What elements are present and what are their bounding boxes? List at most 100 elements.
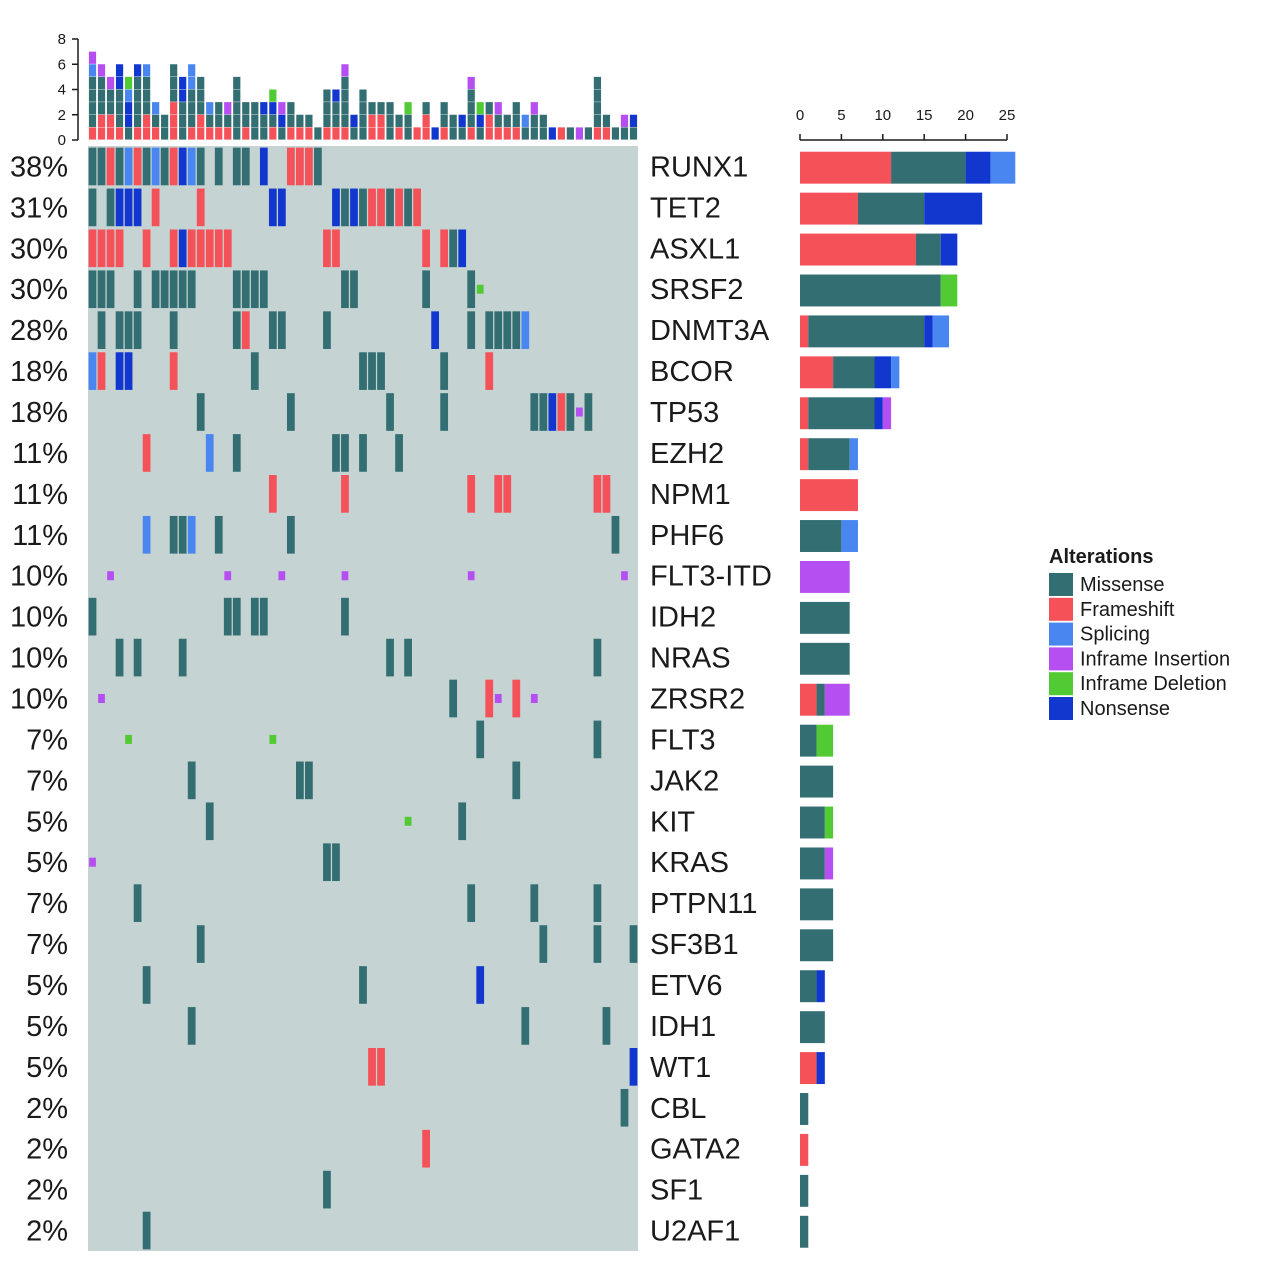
gene-bar-dnmt3a-frameshift [800,315,809,348]
mutation-cell-srsf2-missense [467,270,476,309]
sample-bar-segment-frameshift [287,127,295,140]
mutation-cell-npm1-frameshift [503,475,512,513]
mutation-cell-runx1-missense [196,147,205,186]
gene-bar-zrsr2-missense [816,683,825,716]
sample-bar-segment-nonsense [278,114,286,127]
mutation-cell-idh1-missense [521,1007,530,1045]
sample-bar-segment-frameshift [422,114,430,127]
mutation-cell-idh2-missense [259,597,268,636]
sample-bar-segment-splicing [521,114,529,127]
mutation-cell-srsf2-missense [422,270,430,309]
mutation-cell-tet2-missense [386,188,394,227]
legend-label-frameshift: Frameshift [1080,599,1175,621]
sample-bar-segment-missense [602,114,611,127]
mutation-cell-sf1-missense [323,1170,331,1209]
mutation-cell-etv6-missense [142,966,151,1004]
gene-bar-kit-inframe-deletion [824,806,834,839]
percentage-label-zrsr2: 10% [10,684,68,716]
mutation-cell-asxl1-frameshift [196,229,205,268]
mutation-cell-asxl1-frameshift [214,229,223,268]
sample-bar-segment-missense [359,114,367,127]
sample-bar-segment-missense [233,114,241,127]
mutation-cell-tp53-frameshift [557,393,566,431]
sample-bar-segment-missense [584,127,593,140]
sample-bar-segment-inframe-insertion [106,76,115,90]
percentage-label-u2af1: 2% [26,1216,68,1248]
sample-bar-segment-frameshift [269,127,277,140]
gene-bar-tp53-nonsense [874,397,883,430]
mutation-cell-bcor-missense [368,352,376,390]
mutation-cell-dnmt3a-splicing [521,311,530,349]
gene-bar-idh1-missense [800,1011,825,1044]
mutation-cell-phf6-missense [611,515,620,554]
mutation-cell-bcor-missense [359,352,367,390]
mutation-cell-srsf2-inframe-deletion [476,284,484,294]
sample-bar-segment-nonsense [133,64,142,77]
sample-bar-segment-frameshift [88,127,97,140]
mutation-cell-srsf2-missense [106,270,115,309]
gene-bar-jak2-missense [800,765,834,798]
sample-bar-segment-missense [620,127,629,140]
mutation-cell-srsf2-missense [160,270,169,309]
sample-axis-tick-label: 8 [58,31,66,48]
sample-bar-segment-missense [404,127,412,140]
mutation-cell-tet2-frameshift [151,188,160,227]
percentage-label-idh1: 5% [26,1011,68,1043]
sample-bar-segment-splicing [188,76,196,90]
legend-swatch-nonsense [1049,697,1073,720]
mutation-cell-tet2-missense [106,188,115,227]
sample-bar-segment-frameshift [395,127,403,140]
mutation-cell-phf6-splicing [187,515,196,554]
mutation-cell-srsf2-missense [187,270,196,309]
mutation-cell-flt3-missense [476,720,485,759]
sample-count-axis: 0 2 4 6 8 [58,31,79,149]
percentage-label-gata2: 2% [26,1134,68,1166]
sample-bar-segment-missense [467,102,475,115]
sample-bar-segment-splicing [188,64,196,77]
sample-count-bars [88,51,638,140]
sample-bar-segment-frameshift [341,127,349,140]
mutation-cell-npm1-frameshift [602,475,611,513]
mutation-cell-tet2-missense [88,188,97,227]
sample-bar-segment-missense [512,102,520,115]
sample-bar-segment-missense [512,114,520,127]
sample-bar-segment-splicing [152,102,160,115]
sample-bar-segment-missense [88,76,97,90]
sample-bar-segment-nonsense [332,89,340,102]
sample-bar-segment-inframe-insertion [620,114,629,127]
sample-bar-segment-frameshift [503,127,511,140]
sample-bar-segment-missense [278,127,286,140]
gene-label-jak2: JAK2 [650,765,719,797]
mutation-cell-idh2-missense [232,597,241,636]
gene-bar-kras-inframe-insertion [824,847,834,880]
sample-axis-tick-label: 2 [58,107,66,124]
mutation-cell-asxl1-missense [449,229,458,268]
gene-bar-flt3-inframe-deletion [816,724,834,757]
mutation-cell-ezh2-missense [341,434,349,472]
mutation-cell-tet2-missense [404,188,412,227]
mutation-cell-bcor-frameshift [485,352,494,390]
sample-bar-segment-missense [215,114,223,127]
gene-axis-tick-label: 5 [837,107,845,124]
sample-bar-segment-missense [341,89,349,102]
gene-bar-idh2-missense [800,601,850,634]
gene-label-gata2: GATA2 [650,1134,741,1166]
sample-bar-segment-missense [323,102,331,115]
sample-bar-segment-inframe-insertion [494,102,502,115]
gene-bar-nras-missense [800,642,850,675]
mutation-cell-runx1-frameshift [286,147,295,186]
sample-bar-segment-frameshift [133,127,142,140]
gene-label-zrsr2: ZRSR2 [650,684,745,716]
percentage-label-tp53: 18% [10,397,68,429]
sample-bar-segment-missense [188,114,196,127]
percentage-labels: 38% 31% 30% 30% 28% 18% 18% 11% 11% 11% 10% 10% 10% 1… [10,151,68,1247]
gene-bar-ezh2-frameshift [800,438,809,471]
gene-label-tet2: TET2 [650,192,721,224]
sample-bar-segment-frameshift [143,127,151,140]
mutation-cell-asxl1-frameshift [88,229,97,268]
sample-bar-segment-frameshift [206,127,214,140]
sample-bar-segment-missense [386,114,394,127]
mutation-cell-tp53-missense [530,393,539,431]
sample-bar-segment-nonsense [548,127,556,140]
mutation-cell-asxl1-nonsense [178,229,187,268]
